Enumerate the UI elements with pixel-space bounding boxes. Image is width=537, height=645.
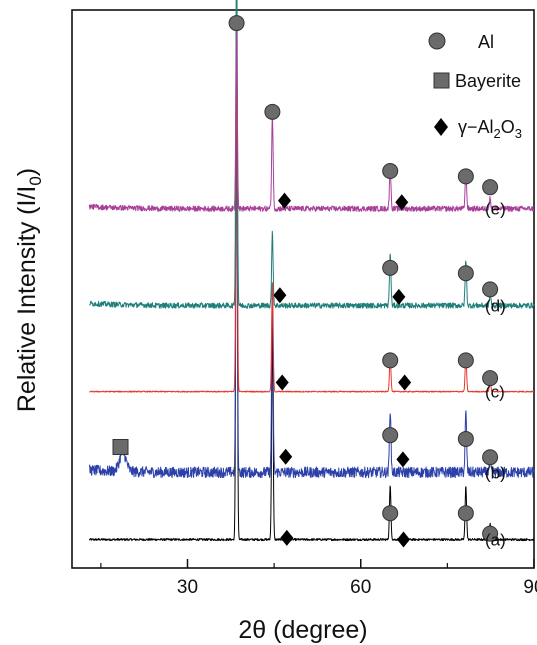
al-peak-marker xyxy=(482,281,499,298)
gamma-alumina-peak-marker xyxy=(396,451,410,468)
legend-bayerite-label: Bayerite xyxy=(455,71,521,91)
x-tick-label: 60 xyxy=(350,577,371,598)
curve-label: (c) xyxy=(485,383,505,402)
x-tick-label: 90 xyxy=(523,577,537,598)
legend-gamma-alumina-label: γ−Al2O3 xyxy=(458,117,522,141)
gamma-alumina-peak-marker xyxy=(398,374,412,391)
al-peak-marker xyxy=(482,370,499,387)
x-tick-label: 30 xyxy=(177,577,198,598)
x-axis-title: 2θ (degree) xyxy=(238,616,367,644)
gamma-alumina-peak-marker xyxy=(392,288,406,305)
al-peak-marker xyxy=(382,427,399,444)
al-peak-marker xyxy=(382,259,399,276)
gamma-alumina-peak-marker xyxy=(273,287,287,304)
al-peak-marker xyxy=(457,352,474,369)
al-peak-marker xyxy=(264,103,281,120)
al-peak-marker xyxy=(382,163,399,180)
gamma-alumina-peak-marker xyxy=(275,374,289,391)
curve-label: (a) xyxy=(485,531,506,550)
curve-labels: (a) (b) (c) (d) (e) xyxy=(485,200,506,550)
diffraction-curve-3 xyxy=(88,0,535,309)
al-peak-marker xyxy=(457,430,474,447)
gamma-alumina-peak-marker xyxy=(280,529,294,546)
legend: Al Bayerite γ−Al2O3 xyxy=(428,32,522,141)
legend-gamma-alumina-marker xyxy=(434,118,448,136)
al-peak-marker xyxy=(482,525,499,542)
gamma-alumina-peak-marker xyxy=(396,531,410,548)
y-axis-title: Relative Intensity (I/I0) xyxy=(13,168,45,412)
plot-frame xyxy=(71,9,535,569)
diffraction-curve-2 xyxy=(89,41,535,393)
phase-markers xyxy=(112,15,499,548)
legend-al-label: Al xyxy=(478,32,494,52)
al-peak-marker xyxy=(228,15,245,32)
diffraction-curve-1 xyxy=(88,70,535,479)
legend-al-marker xyxy=(428,32,446,50)
al-peak-marker xyxy=(457,265,474,282)
curve-label: (e) xyxy=(485,200,506,219)
al-peak-marker xyxy=(482,179,499,196)
al-peak-marker xyxy=(457,168,474,185)
gamma-alumina-peak-marker xyxy=(279,448,293,465)
al-peak-marker xyxy=(482,449,499,466)
al-peak-marker xyxy=(457,505,474,522)
x-axis: 30 60 90 xyxy=(100,559,537,598)
curve-label: (d) xyxy=(485,297,506,316)
al-peak-marker xyxy=(382,505,399,522)
diffraction-curve-4 xyxy=(88,26,535,212)
gamma-alumina-peak-marker xyxy=(395,194,409,211)
diffraction-curves xyxy=(88,0,535,542)
gamma-alumina-peak-marker xyxy=(278,192,292,209)
al-peak-marker xyxy=(382,352,399,369)
curve-label: (b) xyxy=(485,463,506,482)
legend-bayerite-marker xyxy=(433,72,450,89)
bayerite-peak-marker xyxy=(112,439,129,456)
diffraction-curve-0 xyxy=(88,38,535,542)
